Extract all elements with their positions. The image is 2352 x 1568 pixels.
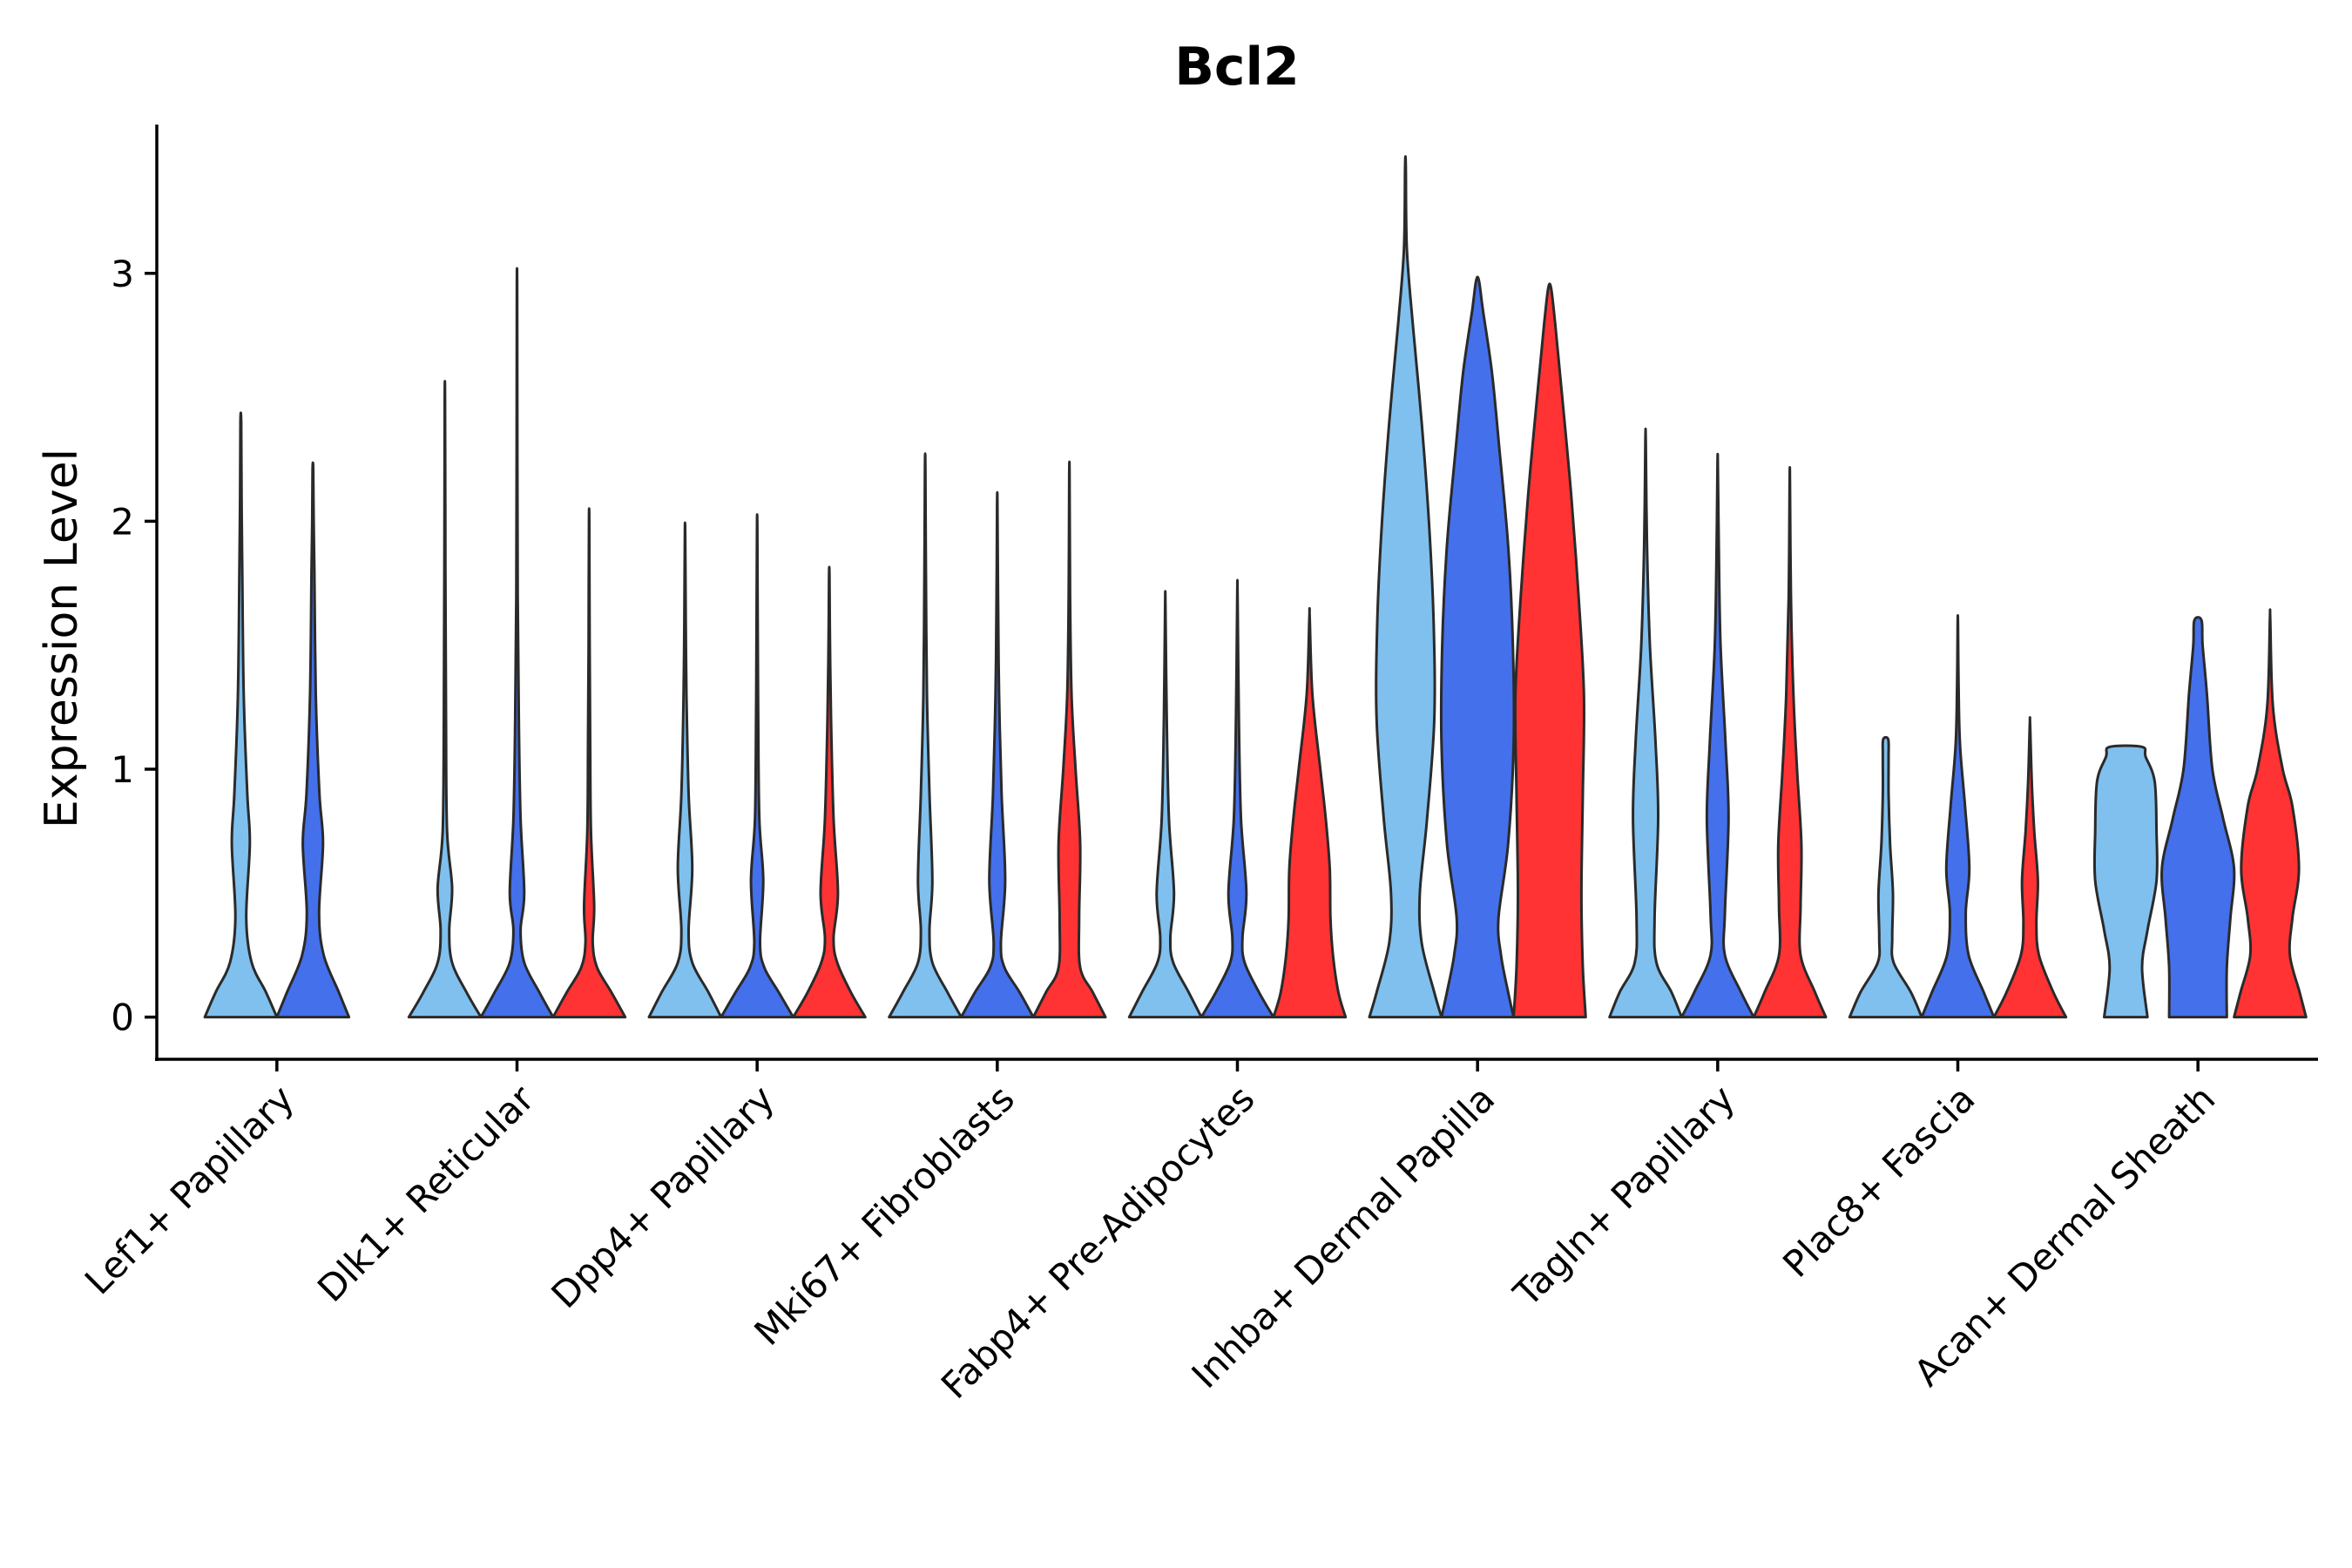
x-tick-label: Dlk1+ Reticular <box>309 1077 543 1310</box>
violin-3-0 <box>888 452 963 1019</box>
y-tick-label: 3 <box>111 253 134 295</box>
violin-6-2 <box>1752 465 1828 1019</box>
violin-1-2 <box>551 507 627 1019</box>
y-tick-label: 0 <box>111 997 134 1039</box>
violin-7-2 <box>1992 716 2068 1019</box>
y-axis-label: Expression Level <box>36 449 88 828</box>
violin-1-1 <box>479 267 555 1019</box>
violin-5-0 <box>1368 155 1443 1019</box>
violin-layer <box>203 155 2308 1019</box>
x-ticks: Lef1+ Papillary Dlk1+ Reticular Dpp4+ Papi… <box>77 1059 2223 1407</box>
violin-1-0 <box>407 380 483 1019</box>
violin-5-1 <box>1439 275 1516 1019</box>
violin-2-0 <box>647 521 723 1019</box>
x-tick-label: Mki67+ Fibroblasts <box>746 1077 1022 1353</box>
x-tick-label: Dpp4+ Papillary <box>543 1077 782 1316</box>
y-tick-label: 1 <box>111 748 134 791</box>
violin-7-1 <box>1920 614 1996 1019</box>
violin-7-0 <box>1848 735 1923 1019</box>
violin-4-1 <box>1200 578 1275 1019</box>
violin-0-0 <box>203 411 279 1019</box>
violin-6-0 <box>1608 427 1683 1019</box>
violin-2-1 <box>720 513 795 1019</box>
violin-5-2 <box>1512 282 1587 1019</box>
chart-title: Bcl2 <box>1174 37 1300 98</box>
violin-8-0 <box>2092 744 2159 1019</box>
violin-4-0 <box>1127 590 1203 1019</box>
violin-3-2 <box>1031 460 1107 1019</box>
y-tick-label: 2 <box>111 500 134 543</box>
violin-0-1 <box>275 461 351 1019</box>
x-tick-label: Plac8+ Fascia <box>1774 1077 1983 1285</box>
violin-8-2 <box>2233 608 2308 1019</box>
violin-4-2 <box>1272 606 1348 1019</box>
y-ticks: 0 1 2 3 <box>111 253 157 1039</box>
violin-6-1 <box>1680 452 1755 1019</box>
x-tick-label: Tagln+ Papillary <box>1505 1077 1743 1315</box>
x-tick-label: Lef1+ Papillary <box>77 1077 302 1302</box>
violin-3-1 <box>959 490 1035 1019</box>
violin-8-1 <box>2160 616 2236 1019</box>
violin-2-2 <box>792 565 867 1019</box>
